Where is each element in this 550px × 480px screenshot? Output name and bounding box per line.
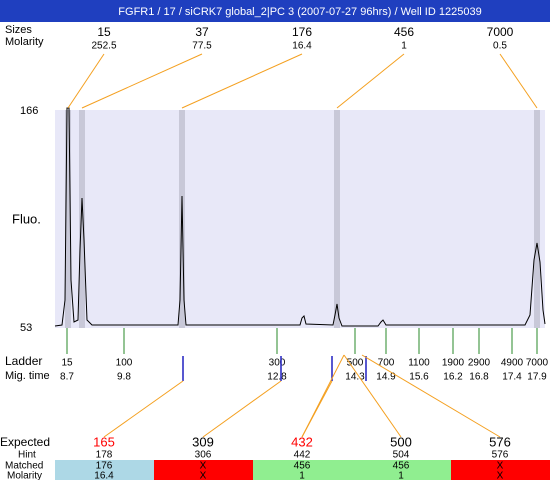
row-label: Hint [18, 450, 36, 461]
matched: 456 [294, 461, 311, 472]
match-cell [154, 460, 253, 480]
hint: 504 [393, 450, 410, 461]
peak-molarity: 0.5 [493, 41, 507, 52]
title: FGFR1 / 17 / siCRK7 global_2|PC 3 (2007-… [118, 6, 481, 18]
mig-time: 9.8 [117, 372, 131, 383]
axis-min: 53 [20, 322, 32, 334]
expected-size: 576 [489, 434, 511, 449]
ladder-size: 300 [269, 358, 286, 369]
match-cell [55, 460, 154, 480]
plot-area [55, 110, 545, 328]
ladder-size: 700 [378, 358, 395, 369]
mig-time: 16.2 [443, 372, 463, 383]
hint: 306 [195, 450, 212, 461]
mig-time: 16.8 [469, 372, 489, 383]
peak-molarity: 1 [401, 41, 407, 52]
mig-time: 17.4 [502, 372, 522, 383]
expected-link [301, 354, 345, 438]
molarity: 1 [299, 471, 305, 480]
peak-size: 15 [97, 25, 111, 39]
expected-size: 500 [390, 434, 412, 449]
hint: 178 [96, 450, 113, 461]
expected-size: 309 [192, 434, 214, 449]
peak-size: 176 [292, 25, 312, 39]
mig-time: 8.7 [60, 372, 74, 383]
title-bar [0, 0, 550, 22]
molarity: 1 [398, 471, 404, 480]
row-label: Molarity [5, 36, 44, 48]
axis-max: 166 [20, 105, 38, 117]
hint: 442 [294, 450, 311, 461]
expected-size: 165 [93, 434, 115, 449]
peak-link [336, 53, 405, 109]
expected-link [103, 380, 184, 438]
ladder-size: 15 [61, 358, 73, 369]
match-cell [451, 460, 550, 480]
peak-link [181, 53, 303, 109]
hint: 576 [492, 450, 509, 461]
peak-band [334, 110, 340, 328]
peak-band [534, 110, 540, 328]
ladder-size: 2900 [468, 358, 491, 369]
molarity: X [200, 471, 207, 480]
match-cell [253, 460, 352, 480]
matched: X [497, 461, 504, 472]
row-label: Matched [5, 461, 43, 472]
peak-link [81, 53, 203, 109]
molarity: X [497, 471, 504, 480]
ladder-size: 1100 [408, 358, 430, 369]
molarity: 16.4 [94, 471, 114, 480]
peak-band [79, 110, 85, 328]
expected-link [202, 380, 282, 438]
ladder-size: 1900 [442, 358, 465, 369]
peak-band [65, 110, 71, 328]
axis-label: Fluo. [12, 211, 41, 226]
mig-time: 15.6 [409, 372, 429, 383]
peak-molarity: 252.5 [91, 41, 116, 52]
mig-time: 14.3 [345, 372, 365, 383]
trace [54, 107, 546, 327]
ladder-size: 500 [347, 358, 364, 369]
peak-link [499, 53, 538, 109]
row-label: Molarity [7, 471, 42, 480]
expected-link [343, 354, 402, 438]
matched: X [200, 461, 207, 472]
peak-size: 456 [394, 25, 414, 39]
mig-time: 17.9 [527, 372, 547, 383]
peak-molarity: 77.5 [192, 41, 212, 52]
ladder-size: 100 [116, 358, 133, 369]
mig-time: 14.9 [376, 372, 396, 383]
peak-link [67, 53, 105, 109]
peak-size: 7000 [487, 25, 514, 39]
matched: 456 [393, 461, 410, 472]
peak-molarity: 16.4 [292, 41, 312, 52]
expected-size: 432 [291, 434, 313, 449]
row-label: Mig. time [5, 370, 50, 382]
row-label: Ladder [5, 354, 42, 368]
expected-link [361, 354, 501, 438]
match-cell [352, 460, 451, 480]
row-label: Expected [0, 435, 50, 449]
mig-time: 12.8 [267, 372, 287, 383]
row-label: Sizes [5, 24, 32, 36]
ladder-size: 4900 [501, 358, 524, 369]
matched: 176 [96, 461, 113, 472]
peak-size: 37 [195, 25, 209, 39]
ladder-size: 7000 [526, 358, 549, 369]
